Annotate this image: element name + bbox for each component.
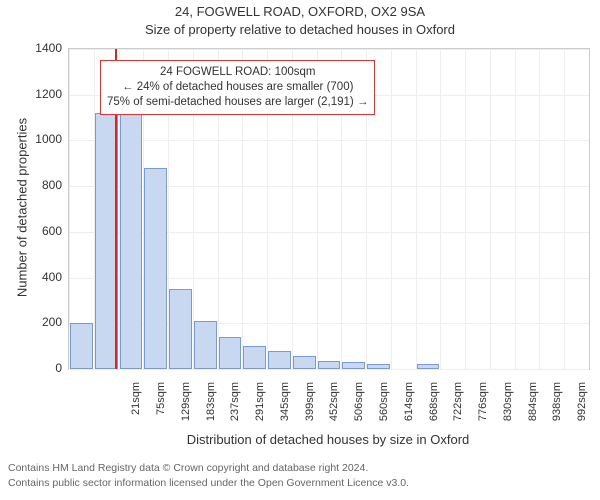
grid-v bbox=[391, 49, 392, 369]
x-tick-label: 992sqm bbox=[576, 382, 588, 442]
grid-h bbox=[69, 49, 589, 50]
annotation-line-3: 75% of semi-detached houses are larger (… bbox=[107, 95, 368, 110]
x-tick-label: 21sqm bbox=[130, 382, 142, 442]
grid-v bbox=[465, 49, 466, 369]
grid-v bbox=[69, 49, 70, 369]
x-tick-label: 830sqm bbox=[502, 382, 514, 442]
x-tick-label: 399sqm bbox=[304, 382, 316, 442]
grid-h bbox=[69, 369, 589, 370]
x-tick-label: 884sqm bbox=[527, 382, 539, 442]
histogram-bar bbox=[293, 356, 316, 369]
histogram-bar bbox=[144, 168, 167, 369]
grid-v bbox=[515, 49, 516, 369]
histogram-bar bbox=[318, 361, 341, 369]
y-tick-label: 1400 bbox=[26, 41, 62, 55]
grid-v bbox=[564, 49, 565, 369]
y-tick-label: 0 bbox=[26, 361, 62, 375]
x-tick-label: 560sqm bbox=[378, 382, 390, 442]
histogram-bar bbox=[120, 112, 143, 369]
histogram-bar bbox=[194, 321, 217, 369]
histogram-bar bbox=[417, 364, 440, 369]
x-tick-label: 614sqm bbox=[403, 382, 415, 442]
x-tick-label: 237sqm bbox=[229, 382, 241, 442]
y-tick-label: 800 bbox=[26, 178, 62, 192]
property-size-chart: 24, FOGWELL ROAD, OXFORD, OX2 9SA Size o… bbox=[0, 0, 600, 500]
x-tick-label: 722sqm bbox=[452, 382, 464, 442]
x-tick-label: 776sqm bbox=[477, 382, 489, 442]
x-tick-label: 452sqm bbox=[328, 382, 340, 442]
histogram-bar bbox=[70, 323, 93, 369]
histogram-bar bbox=[219, 337, 242, 369]
x-tick-label: 291sqm bbox=[254, 382, 266, 442]
y-tick-label: 1200 bbox=[26, 87, 62, 101]
x-tick-label: 938sqm bbox=[551, 382, 563, 442]
y-tick-label: 600 bbox=[26, 224, 62, 238]
annotation-line-1: 24 FOGWELL ROAD: 100sqm bbox=[107, 65, 368, 80]
attribution-line-2: Contains public sector information licen… bbox=[8, 477, 409, 489]
chart-title-address: 24, FOGWELL ROAD, OXFORD, OX2 9SA bbox=[0, 4, 600, 19]
histogram-bar bbox=[268, 351, 291, 369]
x-tick-label: 506sqm bbox=[353, 382, 365, 442]
histogram-bar bbox=[169, 289, 192, 369]
grid-v bbox=[490, 49, 491, 369]
histogram-bar bbox=[342, 362, 365, 369]
x-tick-label: 668sqm bbox=[428, 382, 440, 442]
x-tick-label: 345sqm bbox=[279, 382, 291, 442]
y-tick-label: 400 bbox=[26, 270, 62, 284]
histogram-bar bbox=[243, 346, 266, 369]
grid-v bbox=[416, 49, 417, 369]
chart-title-subtitle: Size of property relative to detached ho… bbox=[0, 22, 600, 37]
x-tick-label: 183sqm bbox=[205, 382, 217, 442]
x-tick-label: 129sqm bbox=[180, 382, 192, 442]
y-tick-label: 1000 bbox=[26, 132, 62, 146]
grid-v bbox=[539, 49, 540, 369]
grid-v bbox=[440, 49, 441, 369]
attribution-line-1: Contains HM Land Registry data © Crown c… bbox=[8, 462, 368, 474]
y-tick-label: 200 bbox=[26, 315, 62, 329]
histogram-bar bbox=[367, 364, 390, 369]
x-tick-label: 75sqm bbox=[155, 382, 167, 442]
annotation-box: 24 FOGWELL ROAD: 100sqm ← 24% of detache… bbox=[100, 60, 375, 115]
annotation-line-2: ← 24% of detached houses are smaller (70… bbox=[107, 80, 368, 95]
grid-h bbox=[69, 140, 589, 141]
